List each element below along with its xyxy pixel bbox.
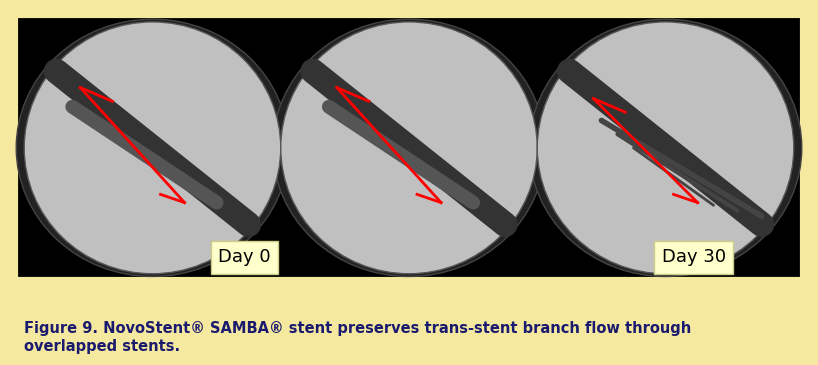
Text: Day 0: Day 0 (218, 248, 271, 266)
Ellipse shape (281, 22, 537, 274)
Text: Day 30: Day 30 (662, 248, 726, 266)
FancyBboxPatch shape (16, 16, 802, 279)
Ellipse shape (16, 19, 289, 277)
Ellipse shape (537, 22, 793, 274)
Text: Figure 9. NovoStent® SAMBA® stent preserves trans-stent branch flow through
over: Figure 9. NovoStent® SAMBA® stent preser… (25, 321, 691, 354)
Ellipse shape (529, 19, 802, 277)
Ellipse shape (25, 22, 281, 274)
Ellipse shape (272, 19, 546, 277)
